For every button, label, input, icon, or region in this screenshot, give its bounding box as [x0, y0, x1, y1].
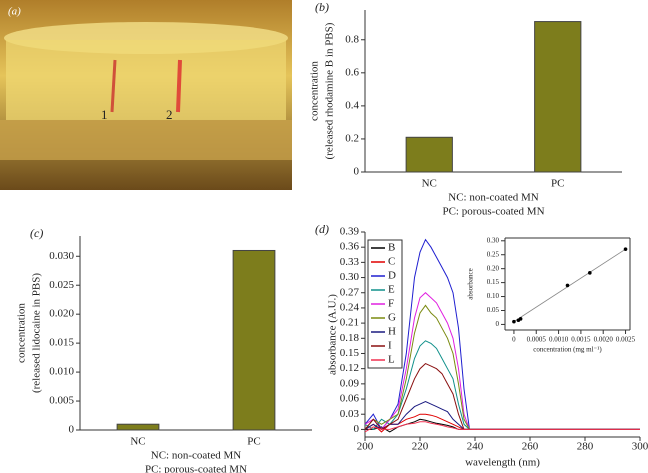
x-tick-label: 0.0020	[594, 336, 614, 344]
bar	[232, 249, 276, 431]
y-tick-label: 0.09	[340, 377, 360, 389]
x-axis-label: concentration (mg ml⁻¹)	[533, 346, 602, 354]
legend-label: D	[388, 270, 396, 282]
legend-label: E	[388, 284, 395, 296]
y-tick-label: 0	[496, 320, 500, 328]
y-axis-label: concentration	[16, 303, 28, 363]
y-tick-label: 0.030	[49, 250, 74, 262]
y-tick-label: 0.025	[49, 279, 74, 291]
y-tick-label: 0.33	[340, 256, 360, 268]
x-tick-label: 240	[467, 441, 484, 453]
y-tick-label: 0.12	[340, 362, 359, 374]
series-line	[364, 238, 640, 431]
y-tick-label: 0.005	[49, 395, 74, 407]
x-tick-label: 0	[512, 336, 516, 344]
x-tick-label: 0.0005	[527, 336, 547, 344]
y-tick-label: 0.015	[49, 337, 74, 349]
y-tick-label: 0.05	[487, 306, 500, 314]
y-tick-label: 0.30	[340, 271, 360, 283]
legend-label: L	[388, 354, 395, 366]
point	[623, 247, 628, 251]
x-tick-label: NC	[130, 436, 145, 448]
photo: (a) 1 2	[0, 0, 292, 190]
fit-line	[513, 248, 626, 322]
x-tick-label: 0.0015	[571, 336, 591, 344]
legend-label: C	[388, 256, 395, 268]
y-tick-label: 0.25	[487, 250, 500, 258]
y-axis-label: absorbance (A.U.)	[327, 294, 339, 375]
dish-base	[0, 120, 292, 160]
y-tick-label: 0.18	[340, 332, 360, 344]
y-tick-label: 0.8	[345, 33, 359, 45]
x-tick-label: PC	[247, 436, 260, 448]
photo-label: 2	[166, 107, 173, 122]
y-tick-label: 0	[354, 423, 360, 435]
note: NC: non-coated MN	[151, 450, 241, 462]
y-tick-label: 0.24	[340, 301, 360, 313]
dish-body	[6, 40, 286, 120]
y-tick-label: 0.10	[487, 292, 500, 300]
y-tick-label: 0.020	[49, 308, 74, 320]
series-line	[364, 292, 640, 431]
point	[512, 319, 516, 324]
x-tick-label: NC	[422, 178, 437, 190]
x-tick-label: 280	[577, 441, 594, 453]
note: NC: non-coated MN	[448, 192, 538, 204]
note: PC: porous-coated MN	[145, 464, 247, 473]
legend-label: F	[388, 298, 394, 310]
point	[565, 283, 570, 288]
x-tick-label: 0.0010	[549, 336, 569, 344]
x-axis-label: wavelength (nm)	[465, 457, 540, 469]
bar	[405, 136, 453, 173]
y-tick-label: 0.36	[340, 241, 360, 253]
series-line	[365, 418, 640, 433]
y-tick-label: 0	[69, 424, 75, 436]
needle-2	[176, 59, 182, 113]
series-line	[364, 304, 640, 430]
y-tick-label: 0	[354, 166, 360, 178]
x-tick-label: PC	[551, 178, 564, 190]
y-tick-label: 0.20	[487, 264, 500, 272]
series-line	[364, 421, 640, 433]
x-tick-label: 260	[522, 441, 539, 453]
point	[518, 317, 523, 321]
y-axis-label: (released rhodamine B in PBS)	[324, 22, 336, 159]
panel-label: (a)	[8, 6, 21, 18]
legend-label: G	[388, 312, 396, 324]
y-tick-label: 0.27	[340, 286, 360, 298]
y-tick-label: 0.2	[345, 132, 359, 144]
bar	[534, 21, 582, 173]
y-tick-label: 0.03	[340, 408, 360, 420]
photo-label: 1	[101, 107, 108, 122]
y-tick-label: 0.30	[487, 236, 500, 244]
panel-label: (b)	[315, 0, 329, 14]
y-tick-label: 0.6	[345, 66, 359, 78]
y-axis-label: concentration	[309, 61, 321, 121]
panel-label: (c)	[30, 226, 43, 240]
legend-label: I	[388, 340, 392, 352]
y-axis-label: (released lidocaine in PBS)	[31, 273, 43, 393]
legend-label: B	[388, 242, 395, 254]
y-tick-label: 0.15	[340, 347, 360, 359]
x-tick-label: 0.0025	[616, 336, 636, 344]
x-tick-label: 220	[412, 441, 429, 453]
needle-1	[110, 59, 117, 113]
y-tick-label: 0.39	[340, 226, 360, 238]
series-line	[364, 401, 640, 430]
y-tick-label: 0.21	[340, 317, 359, 329]
y-tick-label: 0.06	[340, 393, 360, 405]
x-tick-label: 200	[357, 441, 374, 453]
y-tick-label: 0.15	[487, 278, 500, 286]
y-axis-label: absorbance	[467, 268, 475, 299]
x-tick-label: 300	[632, 441, 648, 453]
y-tick-label: 0.4	[345, 99, 359, 111]
note: PC: porous-coated MN	[442, 206, 544, 218]
legend-label: H	[388, 326, 396, 338]
panel-label: (d)	[315, 222, 329, 236]
y-tick-label: 0.010	[49, 366, 74, 378]
bar	[116, 423, 160, 431]
point	[588, 271, 592, 275]
